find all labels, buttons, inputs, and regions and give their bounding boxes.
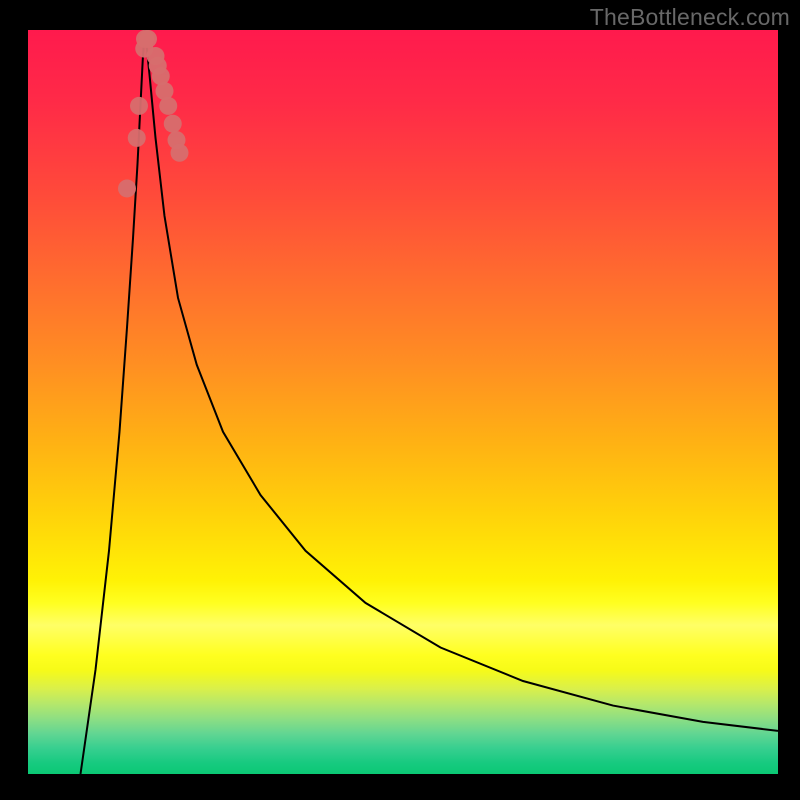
data-dot xyxy=(171,144,189,162)
chart-container: TheBottleneck.com xyxy=(0,0,800,800)
data-dot xyxy=(118,179,136,197)
watermark-text: TheBottleneck.com xyxy=(590,4,790,31)
data-dot xyxy=(130,97,148,115)
data-dot xyxy=(128,129,146,147)
data-dot xyxy=(139,30,157,48)
data-dot xyxy=(159,97,177,115)
plot-svg xyxy=(28,30,778,774)
plot-area xyxy=(28,30,778,774)
data-dot xyxy=(164,115,182,133)
